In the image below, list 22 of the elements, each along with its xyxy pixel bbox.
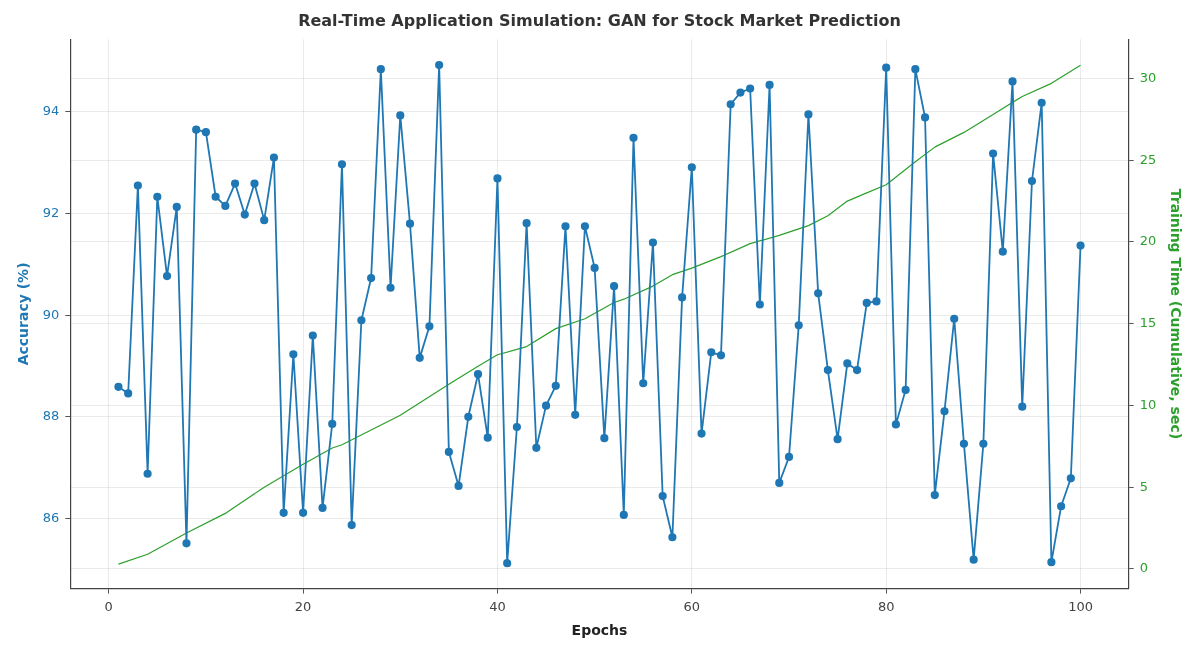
y-tick-label: 94 [42,103,60,119]
y-tick-label: 88 [42,408,60,424]
y2-tick-label: 10 [1139,396,1157,412]
y2-tick-label: 30 [1139,69,1157,85]
x-tick-label: 40 [489,598,506,614]
x-tick-label: 20 [294,598,312,614]
x-tick-label: 0 [104,598,113,614]
y2-axis-title: Training Time (Cumulative, sec) [1167,188,1184,440]
y2-tick-label: 15 [1139,315,1157,331]
y-tick-label: 92 [42,204,60,220]
x-tick-label: 100 [1068,598,1093,614]
x-tick-label: 60 [683,598,701,614]
y-tick-label: 86 [42,509,60,525]
y-axis-title: Accuracy (%) [15,262,32,366]
y-tick-label: 90 [42,306,60,322]
y2-tick-label: 0 [1139,560,1148,576]
x-axis-title: Epochs [571,622,628,639]
y2-tick-label: 5 [1139,478,1148,494]
x-tick-label: 80 [877,598,895,614]
y2-tick-label: 25 [1139,151,1157,167]
y2-tick-label: 20 [1139,233,1157,249]
chart-title: Real-Time Application Simulation: GAN for Stock Market Prediction [298,10,901,30]
